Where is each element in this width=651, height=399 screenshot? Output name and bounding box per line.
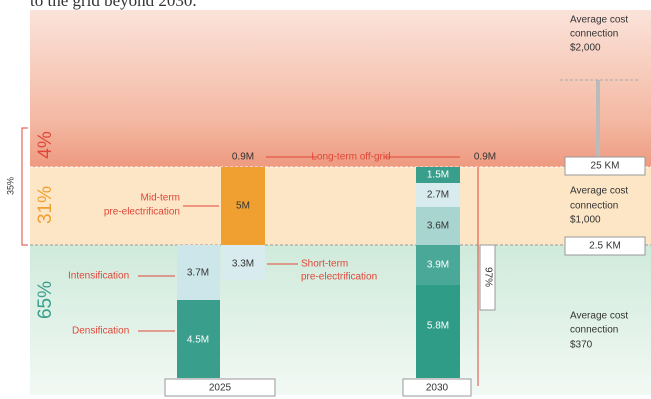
bar-segment bbox=[416, 183, 460, 207]
bar-value: 4.5M bbox=[187, 335, 209, 346]
cost-label: Average cost bbox=[570, 186, 628, 197]
bar-segment bbox=[177, 245, 220, 300]
bar-value: 0.9M bbox=[232, 152, 254, 163]
cost-label: $2,000 bbox=[570, 43, 601, 54]
cost-label: Average cost bbox=[570, 311, 628, 322]
annotation: Long-term off-grid bbox=[311, 152, 390, 163]
annotation: pre-electrification bbox=[301, 272, 377, 283]
bar-value: 2.7M bbox=[427, 190, 449, 201]
share-label: 31% bbox=[35, 186, 56, 224]
year-box bbox=[402, 378, 472, 397]
bar-segment bbox=[416, 245, 460, 285]
band-offgrid bbox=[30, 10, 651, 167]
bar-segment bbox=[416, 285, 460, 378]
annotation: Densification bbox=[72, 326, 129, 337]
bar-value: 5.8M bbox=[427, 321, 449, 332]
bar-segment bbox=[221, 245, 265, 280]
year-box bbox=[164, 378, 276, 397]
bar-value: 3.3M bbox=[232, 259, 254, 270]
bar-value: 0.9M bbox=[474, 152, 496, 163]
annotation: Intensification bbox=[68, 271, 129, 282]
bar-segment bbox=[416, 207, 460, 245]
cost-label: $1,000 bbox=[570, 215, 601, 226]
annotation: Mid-term bbox=[141, 193, 180, 204]
bar-value: 1.5M bbox=[427, 170, 449, 181]
distance-label: 2.5 KM bbox=[589, 241, 621, 252]
cost-label: connection bbox=[570, 325, 618, 336]
annotation: Short-term bbox=[301, 259, 348, 270]
distance-box bbox=[564, 156, 646, 176]
intro-text: to the grid beyond 2030. bbox=[30, 0, 197, 10]
share-label: 65% bbox=[35, 281, 56, 319]
cost-label: connection bbox=[570, 201, 618, 212]
cost-label: $370 bbox=[570, 340, 593, 351]
bar-segment bbox=[221, 167, 265, 245]
share-2030: 97% bbox=[482, 267, 493, 287]
distance-box bbox=[564, 236, 646, 256]
year-label: 2030 bbox=[426, 383, 449, 394]
share-box bbox=[479, 244, 496, 311]
bracket bbox=[21, 127, 28, 246]
annotation: pre-electrification bbox=[104, 207, 180, 218]
distance-label: 25 KM bbox=[591, 161, 620, 172]
bar-segment bbox=[416, 167, 460, 183]
bar-segment bbox=[177, 300, 220, 378]
bracket-label: 35% bbox=[5, 177, 15, 195]
bar-value: 3.7M bbox=[187, 268, 209, 279]
band-mid bbox=[30, 167, 651, 245]
share-label: 4% bbox=[35, 131, 56, 159]
cost-label: Average cost bbox=[570, 15, 628, 26]
bar-value: 3.9M bbox=[427, 260, 449, 271]
bar-value: 5M bbox=[236, 201, 250, 212]
cost-label: connection bbox=[570, 29, 618, 40]
band-grid bbox=[30, 245, 651, 395]
year-label: 2025 bbox=[209, 383, 232, 394]
bar-value: 3.6M bbox=[427, 221, 449, 232]
pylon bbox=[596, 80, 600, 158]
